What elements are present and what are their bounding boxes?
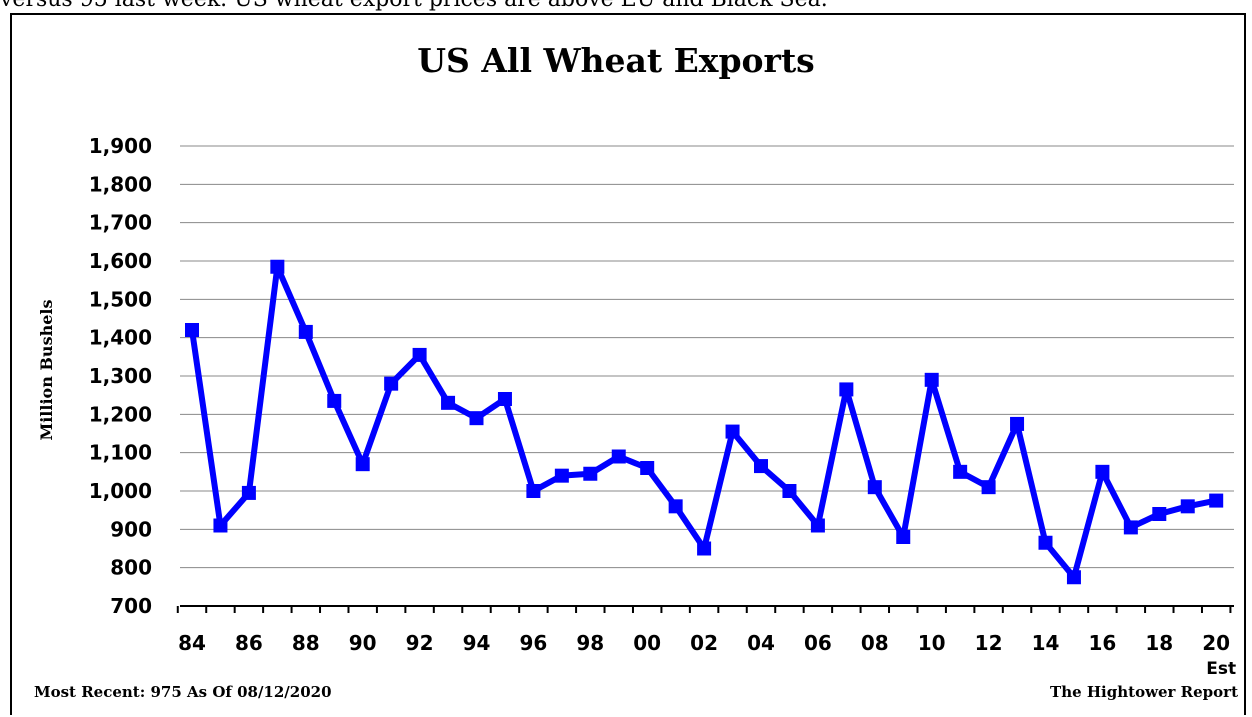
y-tick-label: 1,400 <box>89 326 152 350</box>
data-point <box>241 485 256 500</box>
data-point <box>554 468 569 483</box>
data-point <box>185 323 199 337</box>
data-point <box>953 464 968 479</box>
y-tick-label: 700 <box>110 594 152 618</box>
x-tick-labels: 84 86 88 90 92 94 96 98 00 02 04 06 08 10 12 14 16 18 20 Es… <box>178 631 1236 679</box>
data-point <box>298 324 313 339</box>
x-tick-label: 00 <box>633 631 661 655</box>
x-tick-label: 14 <box>1032 631 1060 655</box>
x-tick-label: 86 <box>235 631 263 655</box>
y-tick-label: 1,000 <box>89 479 152 503</box>
data-point <box>924 372 939 387</box>
data-point <box>355 457 370 472</box>
x-tick-label: 06 <box>804 631 832 655</box>
data-point <box>412 347 427 362</box>
y-tick-label: 1,700 <box>89 211 152 235</box>
x-tick-label: 02 <box>690 631 718 655</box>
data-point <box>896 530 911 544</box>
y-tick-label: 800 <box>110 556 152 580</box>
data-point <box>867 480 882 495</box>
data-point <box>213 518 228 533</box>
y-tick-label: 900 <box>110 517 152 541</box>
data-point <box>583 466 598 481</box>
data-point <box>270 259 285 274</box>
x-tick-label: 88 <box>292 631 320 655</box>
data-point <box>441 395 456 410</box>
x-tick-label: 20 <box>1202 631 1230 655</box>
x-tick-label: 84 <box>178 631 206 655</box>
data-point <box>1152 507 1167 521</box>
y-axis-label: Million Bushels <box>37 300 56 441</box>
data-point <box>668 499 683 514</box>
data-point <box>1038 535 1053 550</box>
chart-title: US All Wheat Exports <box>417 41 815 80</box>
recent-note: Most Recent: 975 As Of 08/12/2020 <box>34 683 332 701</box>
data-point <box>697 541 712 556</box>
y-tick-labels: 700 800 900 1,000 1,100 1,200 1,300 1,400 1,500 1… <box>89 134 152 618</box>
y-tick-label: 1,800 <box>89 172 152 196</box>
data-point <box>384 376 399 391</box>
line-chart: US All Wheat Exports Million Bushels 700… <box>37 41 1236 679</box>
data-point <box>1180 499 1195 514</box>
y-tick-label: 1,100 <box>89 441 152 465</box>
data-point <box>1123 520 1138 535</box>
source-label: The Hightower Report <box>1050 683 1238 701</box>
data-point <box>782 484 797 498</box>
y-tick-label: 1,500 <box>89 287 152 311</box>
data-point <box>327 393 342 408</box>
series-wheat-exports <box>185 259 1224 585</box>
y-tick-label: 1,900 <box>89 134 152 158</box>
data-point <box>981 480 996 495</box>
chart-frame: US All Wheat Exports Million Bushels 700… <box>10 13 1246 715</box>
y-tick-label: 1,600 <box>89 249 152 273</box>
data-point <box>810 518 825 533</box>
data-point <box>611 449 626 464</box>
y-tick-label: 1,200 <box>89 402 152 426</box>
x-tick-label: 16 <box>1088 631 1116 655</box>
x-tick-label: 98 <box>576 631 604 655</box>
grid-lines <box>180 145 1234 569</box>
header-text: versus 95 last week. US wheat export pri… <box>0 0 1252 13</box>
data-point <box>469 411 484 426</box>
data-point <box>839 382 854 397</box>
data-point <box>1066 570 1081 585</box>
x-tick-label: 04 <box>747 631 775 655</box>
data-point <box>1209 493 1224 508</box>
x-tick-label: 90 <box>349 631 377 655</box>
x-tick-label: 10 <box>918 631 946 655</box>
data-point <box>640 461 655 475</box>
x-tick-label: 18 <box>1145 631 1173 655</box>
series-line <box>189 263 1217 581</box>
x-tick-label: 92 <box>406 631 434 655</box>
data-point <box>754 459 768 474</box>
data-point <box>725 424 740 439</box>
x-tick-label: 94 <box>463 631 491 655</box>
data-point <box>1010 416 1025 431</box>
x-tick-suffix: Est <box>1206 659 1236 679</box>
x-tick-label: 08 <box>861 631 889 655</box>
data-point <box>1095 464 1110 479</box>
x-tick-label: 12 <box>975 631 1003 655</box>
data-point <box>526 484 541 498</box>
data-point <box>497 392 512 406</box>
y-tick-label: 1,300 <box>89 364 152 388</box>
x-axis <box>176 605 1234 613</box>
x-tick-label: 96 <box>519 631 547 655</box>
